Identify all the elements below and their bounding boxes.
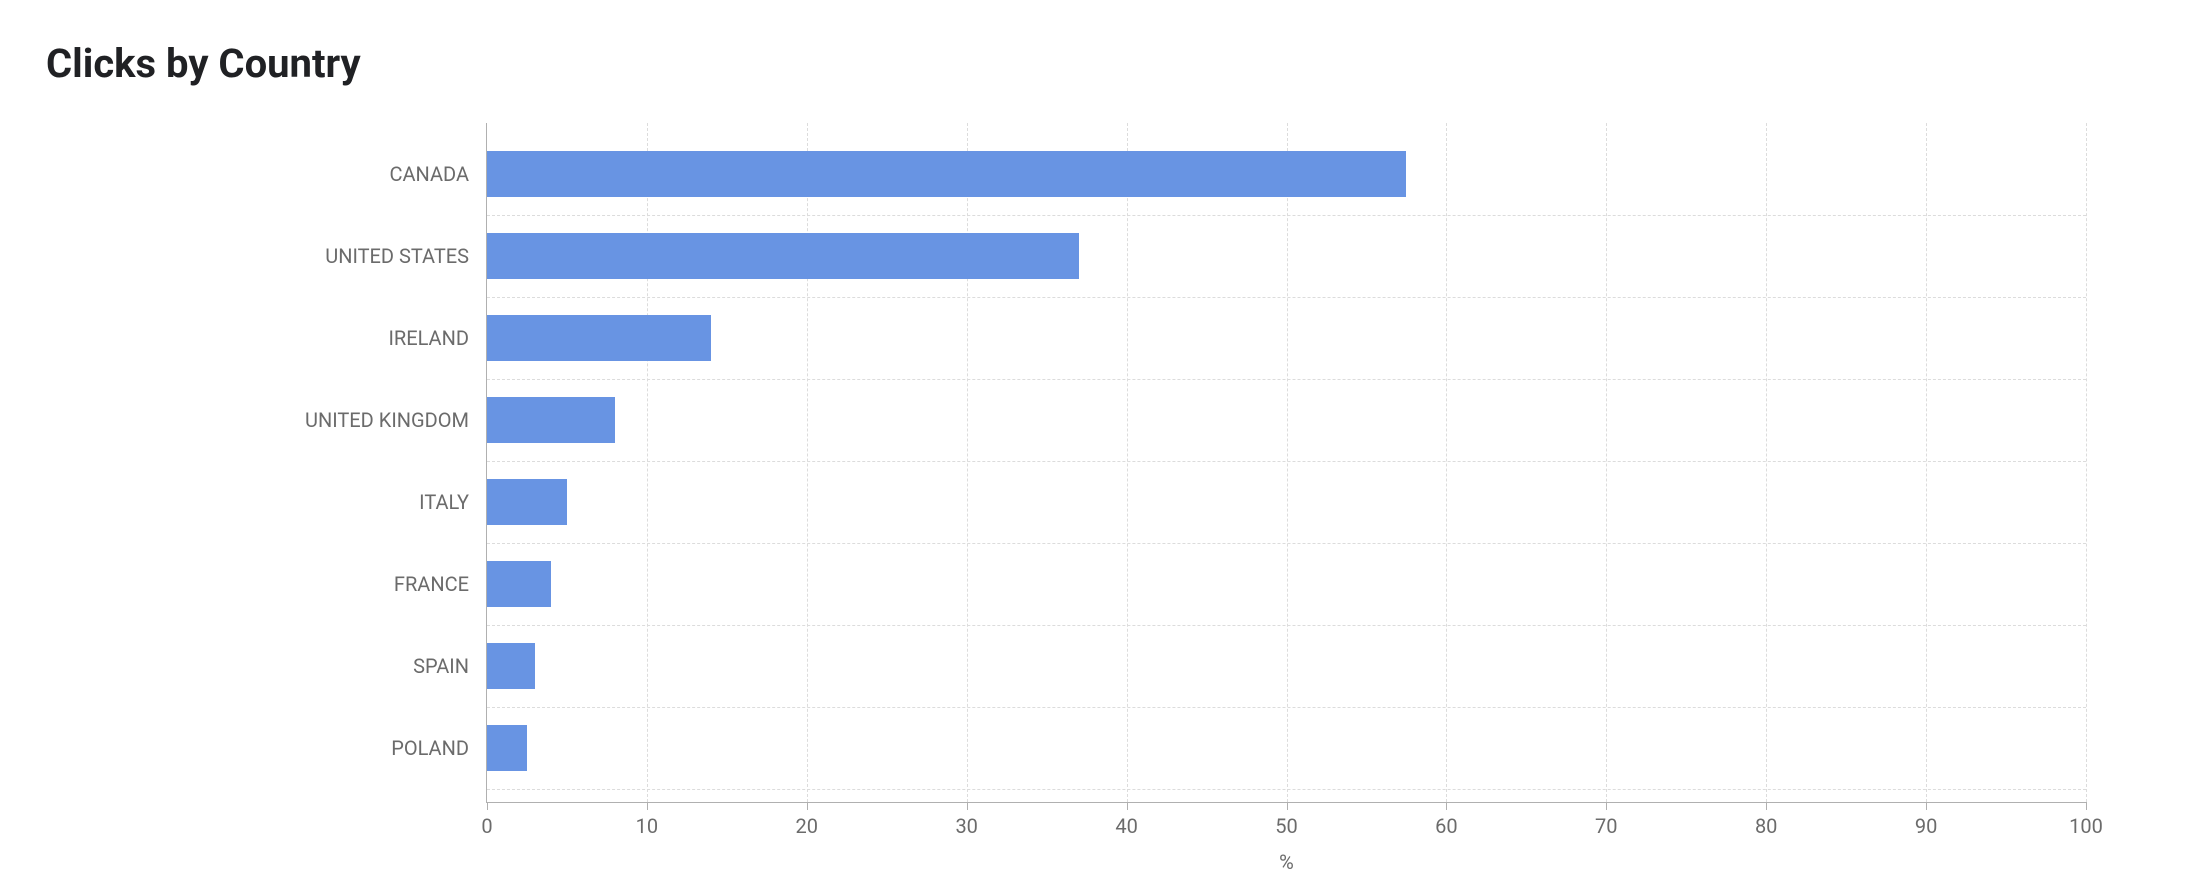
x-tick-label: 80	[1755, 802, 1777, 838]
chart-wrap: % 0 10 20 30 40 50 60 70 80 90 100 CANADA UNITED STA…	[46, 123, 2146, 883]
gridline	[1287, 123, 1288, 802]
bar[interactable]	[487, 233, 1079, 279]
bar[interactable]	[487, 479, 567, 525]
bar[interactable]	[487, 561, 551, 607]
x-tick-label: 20	[796, 802, 818, 838]
x-tick-label: 0	[481, 802, 492, 838]
gridline	[967, 123, 968, 802]
x-tick-label: 70	[1595, 802, 1617, 838]
x-tick-label: 30	[955, 802, 977, 838]
h-gridline	[487, 707, 2086, 708]
h-gridline	[487, 625, 2086, 626]
bar[interactable]	[487, 643, 535, 689]
y-category-label: UNITED STATES	[325, 244, 469, 268]
y-category-label: CANADA	[389, 162, 469, 186]
x-tick-label: 40	[1115, 802, 1137, 838]
gridline	[647, 123, 648, 802]
y-category-label: ITALY	[419, 490, 469, 514]
x-axis-label: %	[1279, 850, 1294, 874]
x-tick-label: 60	[1435, 802, 1457, 838]
gridline	[1127, 123, 1128, 802]
y-category-label: SPAIN	[413, 654, 469, 678]
x-tick-label: 90	[1915, 802, 1937, 838]
bar[interactable]	[487, 397, 615, 443]
x-tick-label: 50	[1275, 802, 1297, 838]
plot-area: % 0102030405060708090100CANADAUNITED STA…	[486, 123, 2086, 803]
chart-title: Clicks by Country	[46, 40, 2156, 87]
x-tick-label: 10	[636, 802, 658, 838]
bar[interactable]	[487, 151, 1406, 197]
y-category-label: UNITED KINGDOM	[305, 408, 469, 432]
h-gridline	[487, 543, 2086, 544]
h-gridline	[487, 215, 2086, 216]
bar[interactable]	[487, 315, 711, 361]
y-category-label: POLAND	[391, 736, 469, 760]
gridline	[1766, 123, 1767, 802]
h-gridline	[487, 379, 2086, 380]
chart-container: Clicks by Country % 0 10 20 30 40 50 60 70 80 90 1…	[0, 0, 2202, 883]
x-tick-label: 100	[2069, 802, 2103, 838]
gridline	[2086, 123, 2087, 802]
y-category-label: FRANCE	[394, 572, 469, 596]
gridline	[807, 123, 808, 802]
h-gridline	[487, 461, 2086, 462]
gridline	[1606, 123, 1607, 802]
h-gridline	[487, 297, 2086, 298]
gridline	[1446, 123, 1447, 802]
gridline	[1926, 123, 1927, 802]
y-category-label: IRELAND	[388, 326, 469, 350]
h-gridline	[487, 789, 2086, 790]
bar[interactable]	[487, 725, 527, 771]
